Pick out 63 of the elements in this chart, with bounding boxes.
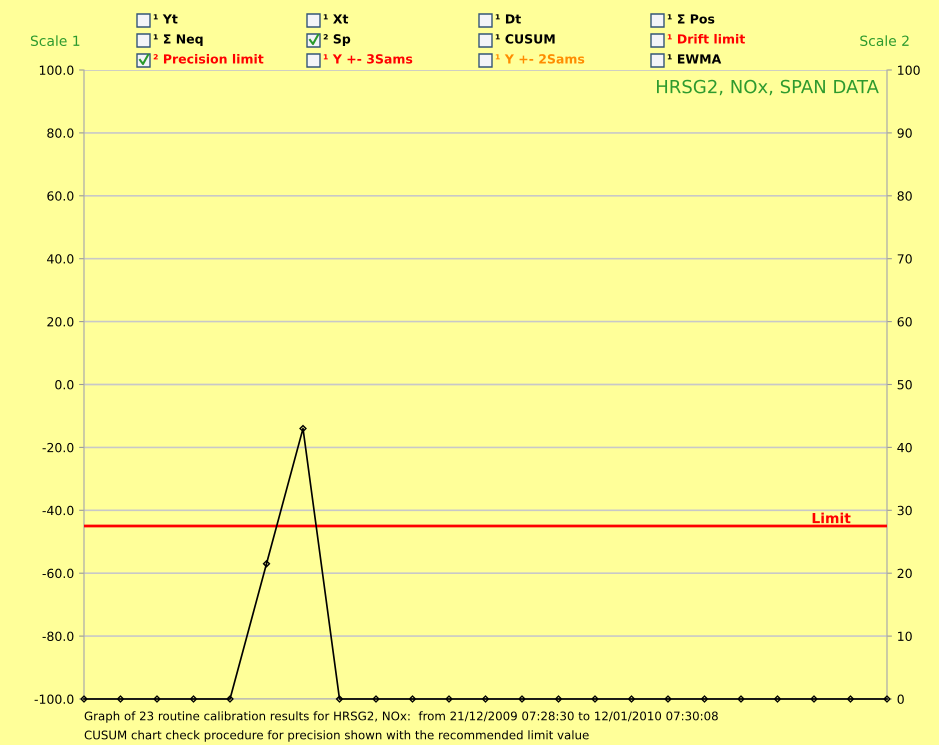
y-tick-label: 80.0 bbox=[47, 128, 74, 138]
text: ¹ Y +- 2Sams bbox=[496, 54, 584, 64]
y-tick-label: 0.0 bbox=[55, 380, 74, 390]
point bbox=[336, 695, 344, 703]
text: ¹ Dt bbox=[496, 14, 521, 24]
text: ¹ Σ Neq bbox=[154, 34, 203, 46]
point bbox=[445, 695, 453, 703]
point bbox=[810, 695, 818, 703]
ref-line-label: Limit bbox=[812, 512, 851, 524]
y-tick-label: -100.0 bbox=[34, 694, 74, 704]
point bbox=[262, 560, 270, 568]
point bbox=[518, 695, 526, 703]
text: ¹ Xt bbox=[324, 14, 348, 24]
y2-tick-label: 20 bbox=[898, 568, 912, 578]
y2-tick-label: 10 bbox=[898, 632, 912, 642]
text: ¹ Drift limit bbox=[668, 34, 745, 44]
y2-tick-label: 50 bbox=[898, 380, 912, 390]
text: CUSUM chart check procedure for precision shown with the recommended limit value bbox=[84, 730, 589, 742]
point bbox=[591, 695, 599, 703]
y2-tick-label: 100 bbox=[898, 65, 920, 75]
y2-tick-label: 80 bbox=[898, 191, 912, 201]
y2-axis-title: Scale 2 bbox=[860, 35, 909, 46]
y-axis-title: Scale 1 bbox=[30, 35, 80, 46]
y-tick-label: -20.0 bbox=[42, 442, 74, 452]
text: ¹ Yt bbox=[154, 14, 178, 24]
point bbox=[153, 695, 161, 703]
text: Graph of 23 routine calibration results for HRSG2, NOx: from 21/12/2009 07:28:30 to 12/01/2010 07:30:08 bbox=[84, 711, 718, 723]
point bbox=[774, 695, 782, 703]
text: ² Precision limit bbox=[154, 54, 264, 64]
y-tick-label: -40.0 bbox=[42, 506, 74, 516]
y2-tick-label: 0 bbox=[898, 694, 904, 704]
text: ¹ CUSUM bbox=[496, 34, 555, 44]
text: ¹ EWMA bbox=[668, 54, 722, 64]
text: ¹ Y +- 3Sams bbox=[324, 54, 412, 64]
y-tick-label: 20.0 bbox=[47, 317, 74, 327]
point bbox=[883, 695, 891, 703]
point bbox=[554, 695, 562, 703]
point bbox=[700, 695, 708, 703]
point bbox=[226, 695, 234, 703]
y2-tick-label: 60 bbox=[898, 317, 912, 327]
point bbox=[80, 695, 88, 703]
y2-tick-label: 30 bbox=[898, 506, 912, 516]
y2-tick-label: 40 bbox=[897, 442, 912, 452]
y-tick-label: -80.0 bbox=[42, 632, 74, 642]
point bbox=[299, 424, 307, 432]
y-tick-label: -60.0 bbox=[42, 568, 74, 578]
point bbox=[408, 695, 416, 703]
point bbox=[664, 695, 672, 703]
y-tick-label: 60.0 bbox=[47, 191, 74, 201]
text: ² Sp bbox=[324, 34, 350, 46]
point bbox=[116, 695, 124, 703]
chart-title: HRSG2, NOx, SPAN DATA bbox=[657, 80, 879, 96]
point bbox=[190, 695, 198, 703]
y2-tick-label: 70 bbox=[898, 254, 912, 264]
point bbox=[482, 695, 490, 703]
y-tick-label: 100.0 bbox=[40, 65, 74, 75]
point bbox=[628, 695, 636, 703]
point bbox=[737, 695, 745, 703]
point bbox=[372, 695, 380, 703]
y-tick-label: 40.0 bbox=[47, 254, 74, 264]
text: ¹ Σ Pos bbox=[668, 14, 714, 24]
y2-tick-label: 90 bbox=[898, 128, 912, 138]
point bbox=[846, 695, 854, 703]
